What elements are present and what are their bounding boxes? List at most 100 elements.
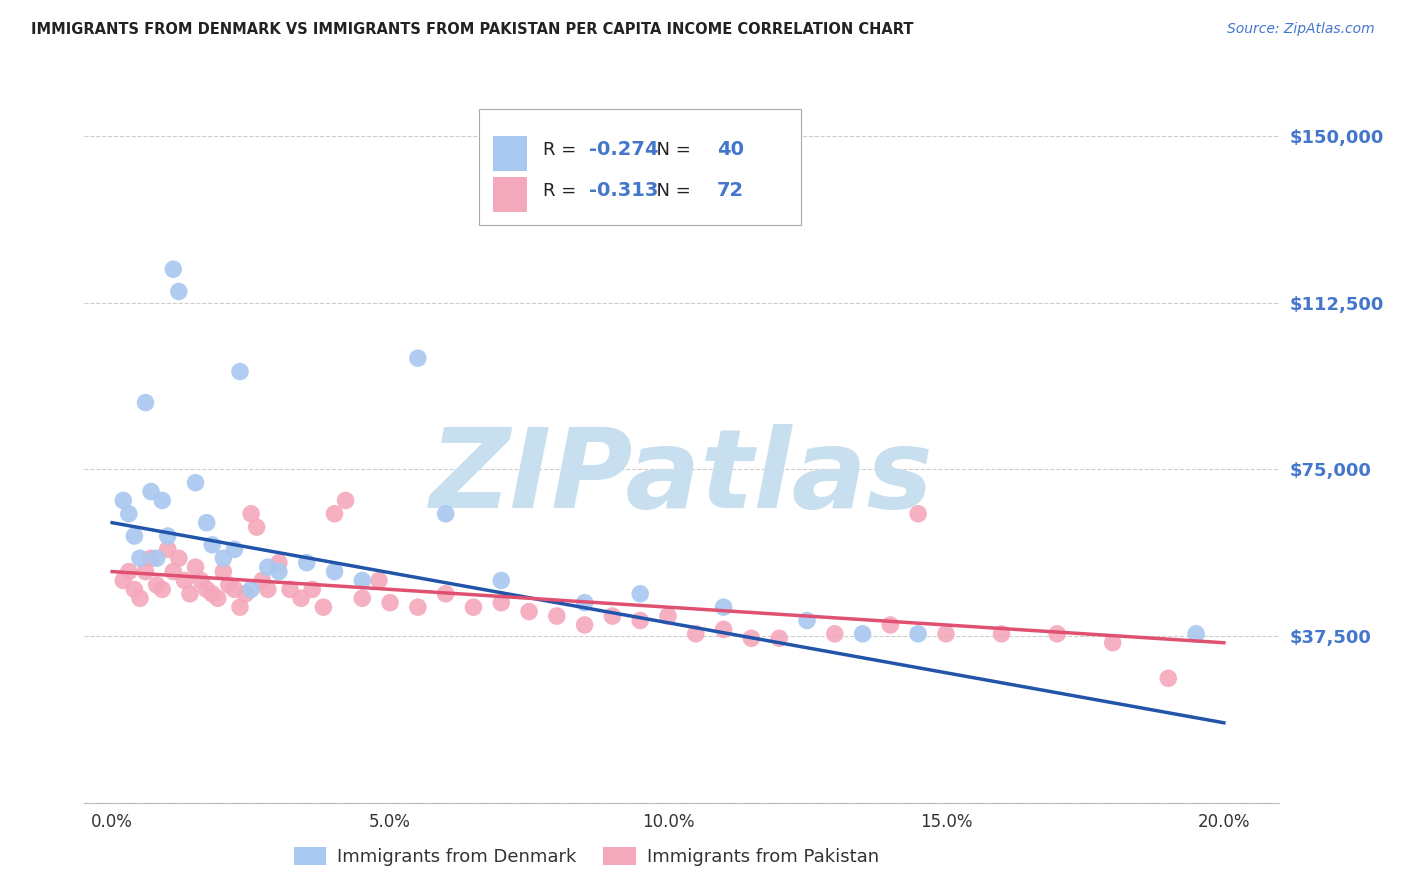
Point — [184, 475, 207, 490]
Point — [796, 614, 818, 628]
Text: N =: N = — [645, 182, 696, 200]
Point — [879, 618, 901, 632]
Text: R =: R = — [543, 141, 582, 159]
Point — [224, 582, 246, 597]
Point — [218, 578, 240, 592]
Point — [129, 591, 152, 606]
Point — [491, 596, 513, 610]
Point — [112, 574, 135, 588]
Point — [406, 351, 429, 366]
Point — [145, 551, 167, 566]
FancyBboxPatch shape — [479, 109, 801, 225]
Point — [713, 600, 735, 615]
Point — [628, 587, 651, 601]
Point — [224, 542, 246, 557]
Text: IMMIGRANTS FROM DENMARK VS IMMIGRANTS FROM PAKISTAN PER CAPITA INCOME CORRELATIO: IMMIGRANTS FROM DENMARK VS IMMIGRANTS FR… — [31, 22, 914, 37]
Point — [134, 565, 156, 579]
Point — [546, 609, 568, 624]
Point — [434, 507, 457, 521]
Point — [295, 556, 318, 570]
Point — [1157, 671, 1180, 685]
Point — [252, 574, 274, 588]
Point — [201, 538, 224, 552]
Point — [685, 627, 707, 641]
Point — [1046, 627, 1069, 641]
Point — [990, 627, 1012, 641]
Point — [434, 587, 457, 601]
Point — [118, 507, 141, 521]
Point — [301, 582, 323, 597]
Legend: Immigrants from Denmark, Immigrants from Pakistan: Immigrants from Denmark, Immigrants from… — [294, 847, 879, 866]
Point — [378, 596, 401, 610]
Point — [290, 591, 312, 606]
Point — [312, 600, 335, 615]
Point — [235, 587, 257, 601]
Point — [517, 605, 540, 619]
Point — [628, 614, 651, 628]
Point — [167, 285, 190, 299]
Point — [162, 565, 184, 579]
Point — [212, 565, 235, 579]
Text: ZIPatlas: ZIPatlas — [430, 425, 934, 531]
Point — [167, 551, 190, 566]
Point — [740, 632, 762, 646]
Point — [368, 574, 391, 588]
Point — [602, 609, 624, 624]
Point — [139, 551, 162, 566]
Text: -0.274: -0.274 — [589, 140, 658, 160]
Point — [195, 582, 218, 597]
Point — [256, 582, 278, 597]
Text: 72: 72 — [717, 181, 744, 201]
Point — [229, 600, 252, 615]
Point — [574, 596, 596, 610]
Point — [278, 582, 301, 597]
Point — [1185, 627, 1208, 641]
FancyBboxPatch shape — [494, 136, 527, 170]
Point — [162, 262, 184, 277]
Text: -0.313: -0.313 — [589, 181, 658, 201]
Point — [713, 623, 735, 637]
Point — [150, 582, 173, 597]
Point — [195, 516, 218, 530]
Point — [139, 484, 162, 499]
Point — [935, 627, 957, 641]
Point — [156, 542, 179, 557]
Point — [352, 591, 374, 606]
Point — [207, 591, 229, 606]
Point — [323, 507, 346, 521]
Point — [112, 493, 135, 508]
Point — [267, 556, 290, 570]
Point — [150, 493, 173, 508]
Text: 40: 40 — [717, 140, 744, 160]
Text: N =: N = — [645, 141, 696, 159]
Point — [124, 582, 146, 597]
Point — [156, 529, 179, 543]
Point — [352, 574, 374, 588]
Point — [907, 507, 929, 521]
FancyBboxPatch shape — [494, 178, 527, 211]
Point — [129, 551, 152, 566]
Point — [851, 627, 873, 641]
Point — [256, 560, 278, 574]
Point — [173, 574, 195, 588]
Point — [335, 493, 357, 508]
Point — [246, 520, 269, 534]
Point — [190, 574, 212, 588]
Point — [134, 395, 156, 409]
Point — [1101, 636, 1123, 650]
Point — [229, 364, 252, 378]
Point — [406, 600, 429, 615]
Point — [574, 618, 596, 632]
Text: R =: R = — [543, 182, 582, 200]
Point — [179, 587, 201, 601]
Point — [824, 627, 846, 641]
Point — [201, 587, 224, 601]
Point — [240, 582, 263, 597]
Point — [323, 565, 346, 579]
Point — [118, 565, 141, 579]
Point — [184, 560, 207, 574]
Point — [657, 609, 679, 624]
Point — [491, 574, 513, 588]
Point — [267, 565, 290, 579]
Point — [907, 627, 929, 641]
